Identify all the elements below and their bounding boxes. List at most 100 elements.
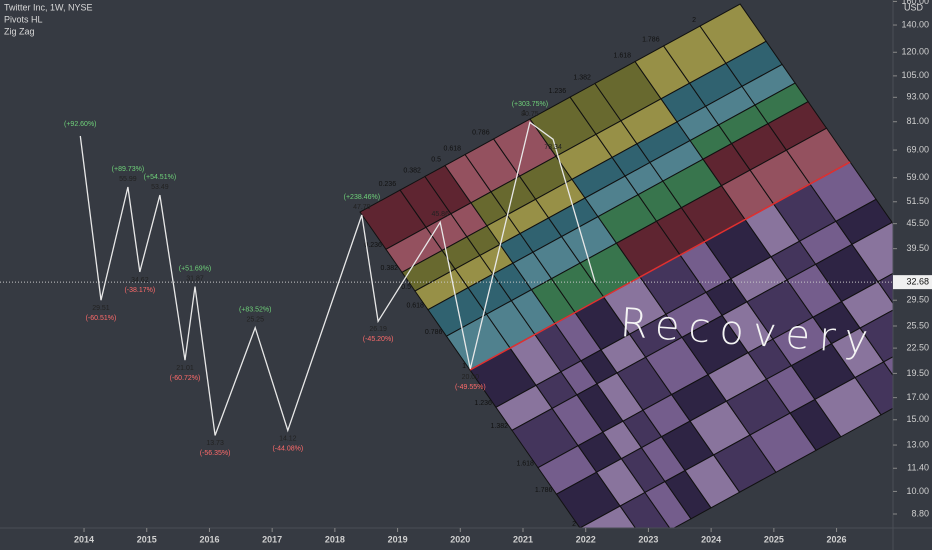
- y-tick-label: 29.50: [906, 295, 929, 305]
- pivot-price-label: 25.25: [246, 317, 264, 324]
- y-tick-label: 59.00: [906, 172, 929, 182]
- pivot-change-label: (-60.51%): [86, 315, 117, 322]
- grid-cell: [840, 280, 893, 329]
- y-tick-label: 8.80: [911, 508, 929, 518]
- pivot-price-label: 80.75: [521, 111, 539, 118]
- fib-level-label: 0.618: [406, 302, 424, 309]
- fib-level-label: 1.618: [614, 52, 632, 59]
- fib-level-label: 0.618: [444, 145, 462, 152]
- fib-level-label: 1.786: [642, 37, 660, 44]
- fib-level-label: 0.236: [379, 181, 397, 188]
- pivot-change-label: (-45.20%): [363, 336, 394, 343]
- x-tick-label: 2019: [388, 534, 408, 544]
- grid-cell: [851, 221, 893, 283]
- pivot-change-label: (+83.52%): [239, 307, 272, 314]
- grid-cell: [854, 361, 893, 416]
- pivot-price-label: 26.19: [369, 326, 387, 333]
- x-tick-label: 2023: [638, 534, 658, 544]
- y-tick-label: 11.40: [907, 463, 929, 473]
- pivot-change-label: (+92.60%): [64, 121, 97, 128]
- pivot-price-label: 34.62: [131, 277, 149, 284]
- axes: 8.80 10.00 11.40 13.00 15.00 17.00 19.50 22.50 2…: [74, 0, 932, 544]
- pivot-price-label: 29.51: [92, 305, 110, 312]
- pivot-price-label: 14.12: [279, 435, 297, 442]
- x-tick-label: 2020: [450, 534, 470, 544]
- pivot-price-label: 53.49: [151, 184, 169, 191]
- pivot-change-label: (-49.55%): [455, 384, 486, 391]
- y-tick-label: 45.50: [906, 218, 929, 228]
- fib-level-label: 0.382: [380, 265, 398, 272]
- pivot-price-label: 21.01: [176, 365, 194, 372]
- zigzag-line: [79, 121, 596, 436]
- fib-level-label: 1.382: [490, 423, 508, 430]
- y-tick-label: 19.50: [906, 368, 929, 378]
- fib-level-label: 0.786: [472, 130, 490, 137]
- x-tick-label: 2017: [262, 534, 282, 544]
- fib-level-label: 0.382: [403, 167, 421, 174]
- plot-area: [0, 121, 893, 436]
- y-tick-label: 13.00: [906, 439, 929, 449]
- x-tick-label: 2025: [764, 534, 784, 544]
- y-tick-label: 15.00: [906, 414, 929, 424]
- y-tick-label: 120.00: [901, 47, 929, 57]
- fib-level-label: 2: [692, 17, 696, 24]
- indicator-label: Zig Zag: [4, 26, 35, 36]
- fib-level-label: 1.236: [549, 88, 567, 95]
- x-tick-label: 2015: [137, 534, 157, 544]
- fib-level-label: 1.786: [535, 487, 553, 494]
- fib-level-label: 0.786: [425, 329, 443, 336]
- y-tick-label: 39.50: [906, 243, 929, 253]
- overlay: (+92.60%) 29.51 (-60.51%) 55.99 (+89.73%) 34.…: [64, 101, 562, 457]
- x-tick-label: 2026: [827, 534, 847, 544]
- pivot-change-label: (+89.73%): [112, 166, 145, 173]
- pivot-change-label: (+54.51%): [144, 174, 177, 181]
- x-tick-label: 2018: [325, 534, 345, 544]
- y-tick-label: 25.50: [906, 320, 929, 330]
- y-tick-label: 69.00: [906, 144, 929, 154]
- fib-level-label: 1: [522, 110, 526, 117]
- pivot-price-label: 55.99: [119, 176, 137, 183]
- grid-cell: [877, 272, 893, 305]
- fib-level-label: 1: [462, 363, 466, 370]
- price-axis: [893, 0, 932, 550]
- x-tick-label: 2022: [576, 534, 596, 544]
- pivot-price-label: 45.86: [431, 211, 449, 218]
- x-tick-label: 2024: [701, 534, 721, 544]
- fib-level-label: 1.382: [573, 74, 591, 81]
- y-tick-label: 105.00: [901, 70, 929, 80]
- grid-cell: [619, 491, 671, 528]
- x-tick-label: 2016: [199, 534, 219, 544]
- y-tick-label: 22.50: [906, 342, 929, 352]
- x-tick-label: 2014: [74, 534, 94, 544]
- fib-level-label: 2: [572, 521, 576, 528]
- indicator-label: Pivots HL: [4, 14, 43, 24]
- pivot-price-label: 13.73: [206, 440, 224, 447]
- pivot-change-label: (+303.75%): [512, 101, 548, 108]
- last-price-box: [893, 275, 932, 290]
- fib-level-label: 2.236: [719, 0, 737, 2]
- y-tick-label: 140.00: [901, 19, 929, 29]
- fib-level-label: 1.236: [474, 400, 492, 407]
- fib-level-label: 1.618: [516, 460, 534, 467]
- chart-title: Twitter Inc, 1W, NYSE: [4, 2, 93, 12]
- currency-label: USD: [904, 2, 924, 12]
- pivot-change-label: (-44.08%): [272, 445, 303, 452]
- grid-cell: [859, 309, 893, 363]
- y-tick-label: 81.00: [906, 116, 929, 126]
- y-tick-label: 51.50: [906, 196, 929, 206]
- grid-cell: [882, 356, 893, 377]
- last-price-label: 32.68: [906, 277, 929, 287]
- fib-level-label: 0.5: [431, 156, 441, 163]
- pivot-change-label: (-60.72%): [170, 375, 201, 382]
- fib-level-label: 0.5: [401, 284, 411, 291]
- pivot-price-label: 20.00: [462, 374, 480, 381]
- pivot-price-label: 73.34: [544, 144, 562, 151]
- fib-level-label: 0.236: [364, 242, 382, 249]
- pivot-change-label: (-38.17%): [124, 287, 155, 294]
- y-tick-label: 17.00: [906, 392, 929, 402]
- y-tick-label: 10.00: [906, 486, 929, 496]
- fib-line: [469, 161, 851, 371]
- x-tick-label: 2021: [513, 534, 533, 544]
- pivot-change-label: (+51.69%): [179, 265, 212, 272]
